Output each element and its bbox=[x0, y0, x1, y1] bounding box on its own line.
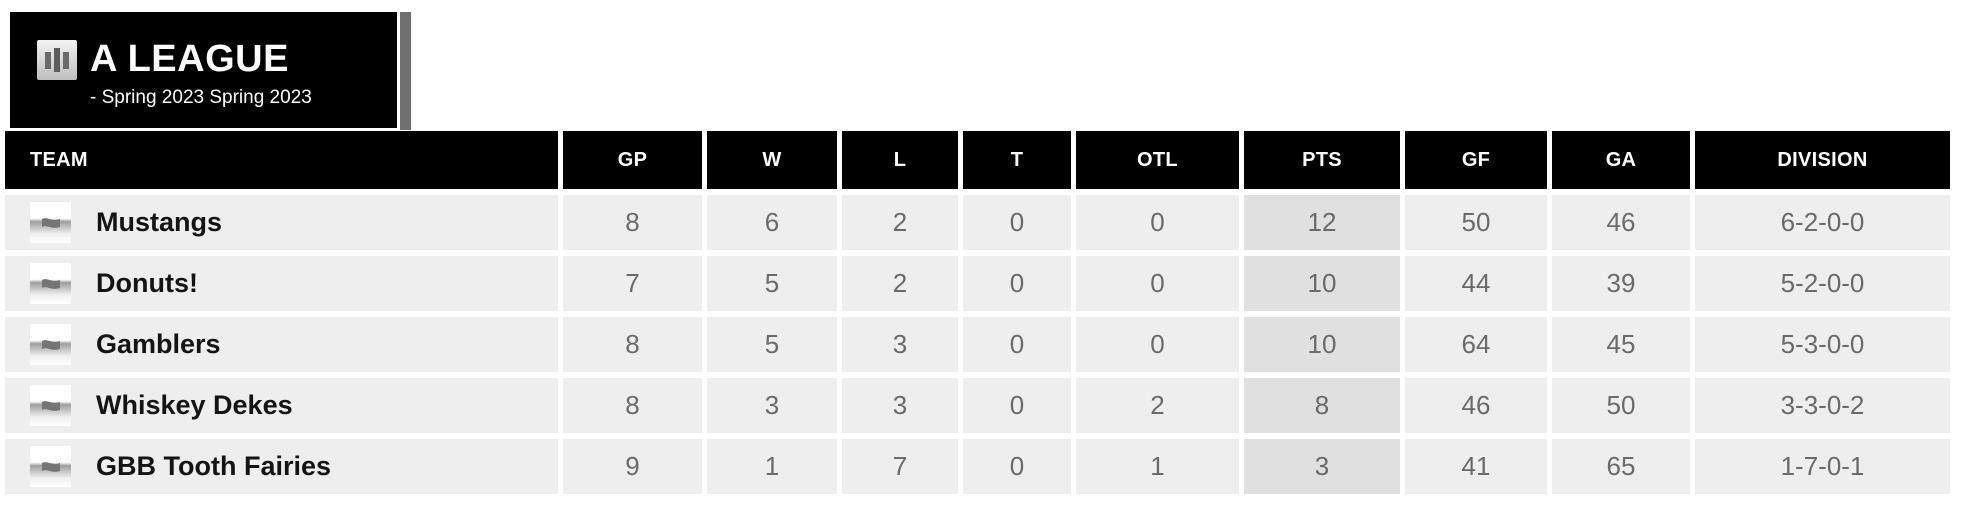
l-cell: 2 bbox=[842, 256, 958, 311]
t-cell: 0 bbox=[963, 439, 1071, 494]
table-row: Gamblers 8 5 3 0 0 10 64 45 5-3-0-0 bbox=[5, 317, 1950, 372]
table-row: Mustangs 8 6 2 0 0 12 50 46 6-2-0-0 bbox=[5, 195, 1950, 250]
gp-cell: 9 bbox=[563, 439, 702, 494]
pts-cell: 3 bbox=[1244, 439, 1400, 494]
team-cell[interactable]: Mustangs bbox=[5, 195, 558, 250]
w-cell: 3 bbox=[707, 378, 837, 433]
column-header-l: L bbox=[842, 131, 958, 189]
team-name[interactable]: GBB Tooth Fairies bbox=[96, 451, 332, 481]
division-cell: 5-2-0-0 bbox=[1695, 256, 1950, 311]
team-cell[interactable]: Gamblers bbox=[5, 317, 558, 372]
ga-cell: 65 bbox=[1552, 439, 1690, 494]
flag-icon bbox=[30, 263, 71, 304]
t-cell: 0 bbox=[963, 256, 1071, 311]
column-header-gf: GF bbox=[1405, 131, 1547, 189]
t-cell: 0 bbox=[963, 195, 1071, 250]
column-header-pts: PTS bbox=[1244, 131, 1400, 189]
standings-header-row: TEAM GP W L T OTL PTS GF GA DIVISION bbox=[5, 131, 1950, 189]
gf-cell: 46 bbox=[1405, 378, 1547, 433]
w-cell: 5 bbox=[707, 317, 837, 372]
division-cell: 1-7-0-1 bbox=[1695, 439, 1950, 494]
ga-cell: 46 bbox=[1552, 195, 1690, 250]
table-row: GBB Tooth Fairies 9 1 7 0 1 3 41 65 1-7-… bbox=[5, 439, 1950, 494]
column-header-otl: OTL bbox=[1076, 131, 1239, 189]
l-cell: 7 bbox=[842, 439, 958, 494]
table-row: Donuts! 7 5 2 0 0 10 44 39 5-2-0-0 bbox=[5, 256, 1950, 311]
ga-cell: 45 bbox=[1552, 317, 1690, 372]
flag-icon bbox=[30, 385, 71, 426]
w-cell: 6 bbox=[707, 195, 837, 250]
otl-cell: 2 bbox=[1076, 378, 1239, 433]
column-header-ga: GA bbox=[1552, 131, 1690, 189]
league-logo-icon bbox=[37, 40, 77, 80]
gp-cell: 8 bbox=[563, 317, 702, 372]
flag-icon bbox=[30, 446, 71, 487]
team-name[interactable]: Mustangs bbox=[96, 207, 223, 237]
team-name[interactable]: Whiskey Dekes bbox=[96, 390, 293, 420]
gf-cell: 41 bbox=[1405, 439, 1547, 494]
division-cell: 3-3-0-2 bbox=[1695, 378, 1950, 433]
ga-cell: 39 bbox=[1552, 256, 1690, 311]
standings-table: TEAM GP W L T OTL PTS GF GA DIVISION bbox=[0, 125, 1955, 500]
otl-cell: 0 bbox=[1076, 317, 1239, 372]
team-cell[interactable]: GBB Tooth Fairies bbox=[5, 439, 558, 494]
column-header-t: T bbox=[963, 131, 1071, 189]
league-title: A LEAGUE bbox=[90, 38, 289, 80]
ga-cell: 50 bbox=[1552, 378, 1690, 433]
division-cell: 5-3-0-0 bbox=[1695, 317, 1950, 372]
pts-cell: 8 bbox=[1244, 378, 1400, 433]
gf-cell: 50 bbox=[1405, 195, 1547, 250]
otl-cell: 0 bbox=[1076, 256, 1239, 311]
otl-cell: 1 bbox=[1076, 439, 1239, 494]
flag-icon bbox=[30, 202, 71, 243]
team-name[interactable]: Donuts! bbox=[96, 268, 198, 298]
header-accent-bar bbox=[400, 12, 411, 130]
w-cell: 1 bbox=[707, 439, 837, 494]
gp-cell: 8 bbox=[563, 195, 702, 250]
team-cell[interactable]: Whiskey Dekes bbox=[5, 378, 558, 433]
team-name[interactable]: Gamblers bbox=[96, 329, 221, 359]
pts-cell: 10 bbox=[1244, 317, 1400, 372]
gf-cell: 64 bbox=[1405, 317, 1547, 372]
gf-cell: 44 bbox=[1405, 256, 1547, 311]
column-header-team: TEAM bbox=[5, 131, 558, 189]
league-header: A LEAGUE - Spring 2023 Spring 2023 bbox=[10, 12, 397, 128]
pts-cell: 10 bbox=[1244, 256, 1400, 311]
league-season-subtitle: - Spring 2023 Spring 2023 bbox=[90, 87, 312, 108]
column-header-division: DIVISION bbox=[1695, 131, 1950, 189]
l-cell: 3 bbox=[842, 378, 958, 433]
l-cell: 3 bbox=[842, 317, 958, 372]
otl-cell: 0 bbox=[1076, 195, 1239, 250]
t-cell: 0 bbox=[963, 378, 1071, 433]
table-row: Whiskey Dekes 8 3 3 0 2 8 46 50 3-3-0-2 bbox=[5, 378, 1950, 433]
division-cell: 6-2-0-0 bbox=[1695, 195, 1950, 250]
flag-icon bbox=[30, 324, 71, 365]
team-cell[interactable]: Donuts! bbox=[5, 256, 558, 311]
l-cell: 2 bbox=[842, 195, 958, 250]
column-header-w: W bbox=[707, 131, 837, 189]
league-header-text: A LEAGUE - Spring 2023 Spring 2023 bbox=[90, 39, 312, 109]
gp-cell: 8 bbox=[563, 378, 702, 433]
w-cell: 5 bbox=[707, 256, 837, 311]
gp-cell: 7 bbox=[563, 256, 702, 311]
pts-cell: 12 bbox=[1244, 195, 1400, 250]
t-cell: 0 bbox=[963, 317, 1071, 372]
column-header-gp: GP bbox=[563, 131, 702, 189]
